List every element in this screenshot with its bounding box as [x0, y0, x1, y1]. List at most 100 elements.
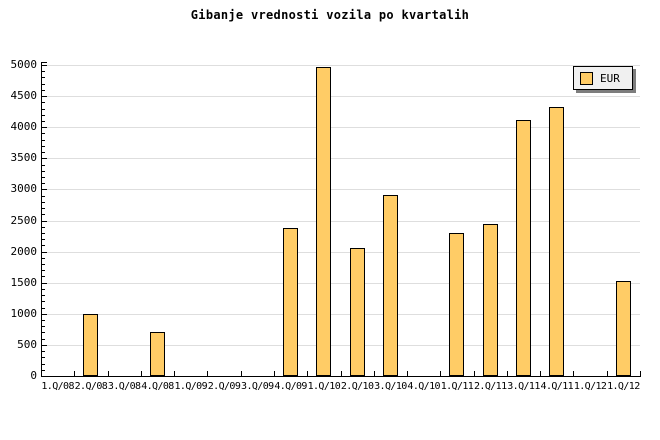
y-major-tick [42, 344, 47, 346]
x-tick-label: 1.Q/12 [607, 381, 640, 392]
y-major-tick [42, 96, 47, 98]
y-minor-tick [42, 71, 45, 73]
x-tick [640, 371, 641, 376]
y-minor-tick [42, 201, 45, 203]
gridline [42, 313, 640, 315]
y-minor-tick [42, 114, 45, 116]
x-tick [407, 371, 409, 376]
y-major-tick [42, 127, 47, 129]
y-minor-tick [42, 270, 45, 272]
x-tick-label: 1.Q/09 [174, 381, 208, 392]
y-major-tick [42, 313, 47, 315]
legend-box: EUR [573, 66, 633, 90]
y-major-tick [42, 189, 47, 191]
x-tick-label: 3.Q/10 [374, 381, 407, 392]
x-tick [473, 371, 475, 376]
y-minor-tick [42, 320, 45, 322]
x-tick-label: 2.Q/11 [473, 381, 507, 392]
x-tick-label: 3.Q/09 [241, 381, 274, 392]
y-tick-label: 2500 [10, 213, 38, 227]
x-tick [340, 371, 342, 376]
y-minor-tick [42, 351, 45, 353]
y-minor-tick [42, 133, 45, 135]
y-minor-tick [42, 208, 45, 210]
bar [382, 194, 398, 376]
x-tick [107, 371, 109, 376]
y-minor-tick [42, 363, 45, 365]
gridline [42, 251, 640, 253]
bar [316, 67, 332, 376]
gridline [42, 189, 640, 191]
y-major-tick [42, 65, 47, 66]
y-minor-tick [42, 245, 45, 247]
y-minor-tick [42, 288, 45, 290]
y-tick-label: 2000 [10, 244, 38, 258]
x-tick-label: 2.Q/09 [207, 381, 241, 392]
y-minor-tick [42, 301, 45, 303]
x-tick [506, 371, 508, 376]
x-tick-label: 3.Q/08 [107, 381, 141, 392]
x-tick-label: 2.Q/08 [74, 381, 108, 392]
x-tick [140, 371, 142, 376]
y-tick-label: 3000 [10, 182, 38, 196]
gridline [42, 220, 640, 222]
y-minor-tick [42, 139, 45, 141]
y-minor-tick [42, 357, 45, 359]
y-minor-tick [42, 145, 45, 147]
y-tick-label: 5000 [10, 58, 38, 71]
y-minor-tick [42, 239, 45, 241]
x-tick-label: 4.Q/11 [540, 381, 574, 392]
y-tick-label: 4000 [10, 120, 38, 134]
gridline [42, 127, 640, 129]
y-tick-label: 4500 [10, 89, 38, 103]
y-minor-tick [42, 232, 45, 234]
x-tick [440, 371, 442, 376]
x-axis-line [41, 376, 641, 377]
x-tick-label: 1.Q/08 [41, 381, 74, 392]
y-major-tick [42, 376, 47, 377]
y-minor-tick [42, 77, 45, 79]
x-tick-label: 4.Q/08 [141, 381, 174, 392]
y-major-tick [42, 251, 47, 253]
x-tick [307, 371, 309, 376]
x-tick-label: 2.Q/10 [340, 381, 374, 392]
y-major-tick [42, 282, 47, 284]
y-minor-tick [42, 120, 45, 122]
gridline [42, 96, 640, 98]
x-tick [573, 371, 575, 376]
x-tick-label: 4.Q/10 [407, 381, 440, 392]
x-tick [540, 371, 542, 376]
y-minor-tick [42, 170, 45, 172]
bar [482, 224, 498, 376]
gridline [42, 282, 640, 284]
y-minor-tick [42, 195, 45, 197]
y-minor-tick [42, 164, 45, 166]
bar [615, 281, 631, 376]
x-tick-label: 1.Q/10 [307, 381, 341, 392]
legend-label: EUR [600, 71, 620, 85]
bar [149, 331, 165, 376]
x-tick-label: 1.Q/12 [573, 381, 607, 392]
y-minor-tick [42, 338, 45, 340]
x-tick-label: 4.Q/09 [274, 381, 307, 392]
gridline [42, 65, 640, 66]
y-major-tick [42, 220, 47, 222]
y-minor-tick [42, 89, 45, 91]
y-minor-tick [42, 369, 45, 371]
y-minor-tick [42, 108, 45, 110]
y-minor-tick [42, 295, 45, 297]
x-tick [174, 371, 176, 376]
legend-swatch-icon [580, 71, 593, 85]
y-tick-label: 1500 [10, 275, 38, 289]
gridline [42, 158, 640, 160]
x-tick [74, 371, 76, 376]
y-minor-tick [42, 176, 45, 178]
x-tick [373, 371, 375, 376]
y-minor-tick [42, 226, 45, 228]
x-tick [606, 371, 608, 376]
bar [449, 232, 465, 376]
chart-title: Gibanje vrednosti vozila po kvartalih [190, 8, 470, 22]
y-minor-tick [42, 183, 45, 185]
